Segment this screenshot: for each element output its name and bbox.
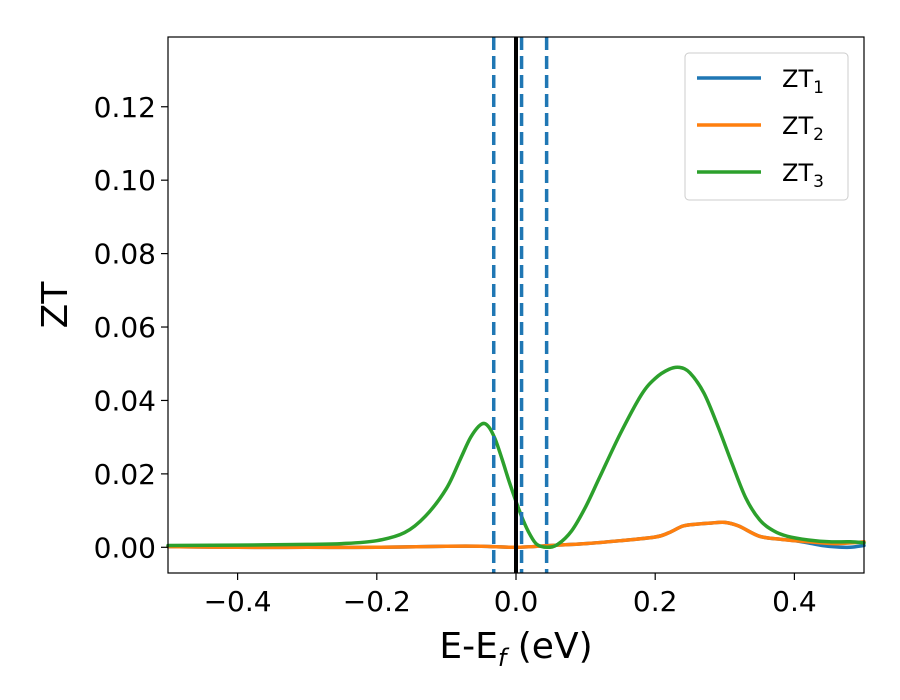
- x-tick-label: 0.0: [494, 585, 539, 618]
- x-axis-label: E-Ef (eV): [439, 626, 592, 672]
- y-tick-label: 0.02: [94, 458, 156, 491]
- y-tick-label: 0.12: [94, 91, 156, 124]
- series-line-3: [166, 365, 866, 550]
- legend-label-2: ZT2: [782, 112, 824, 145]
- x-tick-label: 0.4: [772, 585, 817, 618]
- x-tick-label: 0.2: [633, 585, 678, 618]
- x-tick-label: −0.4: [204, 585, 272, 618]
- x-axis-label-main: E-E: [439, 626, 497, 667]
- vline-layer: [491, 37, 549, 573]
- legend: ZT1 ZT2 ZT3: [684, 52, 849, 201]
- y-tick-label: 0.08: [94, 238, 156, 271]
- series-layer: [166, 365, 866, 550]
- y-tick-label: 0.04: [94, 384, 156, 417]
- x-tick-label: −0.2: [343, 585, 411, 618]
- y-axis-label: ZT: [35, 281, 76, 329]
- y-tick-label: 0.10: [94, 164, 156, 197]
- legend-box: [684, 52, 849, 201]
- y-axis-ticks: 0.00 0.02 0.04 0.06 0.08 0.10 0.12: [94, 91, 168, 564]
- series-line-2: [166, 520, 866, 550]
- y-tick-label: 0.06: [94, 311, 156, 344]
- legend-label-3: ZT3: [782, 159, 824, 192]
- legend-label-1: ZT1: [782, 65, 824, 98]
- x-axis-ticks: −0.4 −0.2 0.0 0.2 0.4: [204, 573, 817, 618]
- x-axis-label-unit: (eV): [506, 626, 592, 667]
- y-tick-label: 0.00: [94, 531, 156, 564]
